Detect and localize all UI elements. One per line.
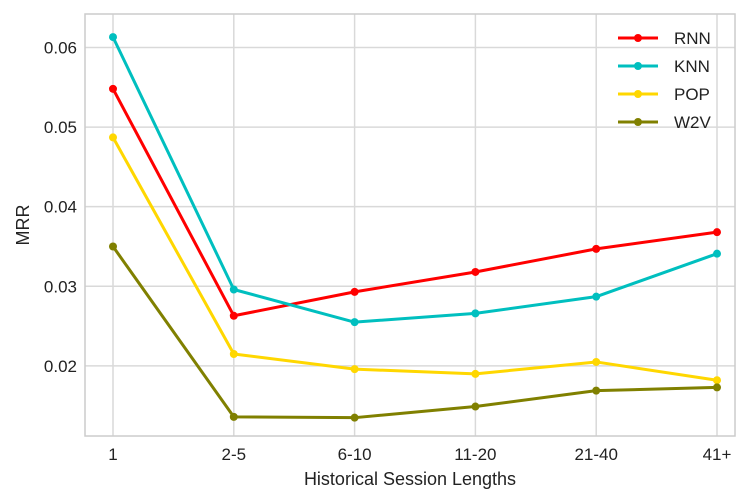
series-lines (109, 33, 721, 422)
data-point-pop (229, 349, 238, 358)
legend-marker-rnn (634, 34, 642, 42)
y-tick-label: 0.03 (44, 277, 77, 296)
legend-label-rnn: RNN (674, 29, 711, 48)
series-line-rnn (111, 88, 718, 318)
x-tick-label: 1 (108, 445, 117, 464)
data-point-w2v (471, 402, 480, 411)
data-point-knn (471, 309, 480, 318)
x-tick-label: 21-40 (574, 445, 617, 464)
x-tick-label: 2-5 (222, 445, 247, 464)
data-point-rnn (109, 84, 117, 93)
data-point-w2v (229, 412, 238, 421)
data-point-rnn (471, 267, 480, 276)
x-tick-label: 6-10 (338, 445, 372, 464)
data-point-rnn (229, 311, 238, 320)
data-point-w2v (350, 413, 359, 422)
y-tick-label: 0.05 (44, 118, 77, 137)
data-point-rnn (592, 244, 601, 253)
legend-marker-w2v (634, 118, 642, 126)
data-point-rnn (713, 228, 721, 237)
plot-frame (84, 13, 736, 437)
legend-label-w2v: W2V (674, 113, 712, 132)
x-axis-label: Historical Session Lengths (304, 469, 516, 489)
legend: RNN KNN POP W2V (618, 29, 712, 132)
grid (85, 14, 735, 436)
legend-marker-pop (634, 90, 642, 98)
data-point-w2v (713, 383, 721, 392)
data-point-knn (350, 318, 359, 327)
data-point-knn (229, 285, 238, 294)
y-tick-label: 0.06 (44, 38, 77, 57)
data-point-pop (713, 376, 721, 385)
data-point-pop (350, 365, 359, 374)
legend-marker-knn (634, 62, 642, 70)
x-tick-label: 11-20 (454, 445, 496, 464)
series-line-pop (111, 136, 718, 382)
data-point-w2v (109, 242, 117, 251)
data-point-rnn (350, 287, 359, 296)
data-point-pop (592, 357, 601, 366)
data-point-pop (109, 133, 117, 142)
data-point-knn (109, 33, 117, 42)
y-tick-label: 0.04 (44, 198, 77, 217)
x-tick-label: 41+ (703, 445, 732, 464)
series-line-w2v (111, 245, 718, 420)
y-tick-labels: 0.02 0.03 0.04 0.05 0.06 (44, 38, 77, 375)
data-point-knn (592, 292, 601, 301)
data-point-pop (471, 369, 480, 378)
legend-label-knn: KNN (674, 57, 710, 76)
y-axis-label: MRR (13, 205, 33, 246)
data-point-knn (713, 249, 721, 258)
y-tick-label: 0.02 (44, 357, 77, 376)
legend-label-pop: POP (674, 85, 710, 104)
data-point-w2v (592, 386, 601, 395)
x-tick-labels: 1 2-5 6-10 11-20 21-40 41+ (108, 445, 731, 464)
series-line-knn (111, 36, 718, 324)
